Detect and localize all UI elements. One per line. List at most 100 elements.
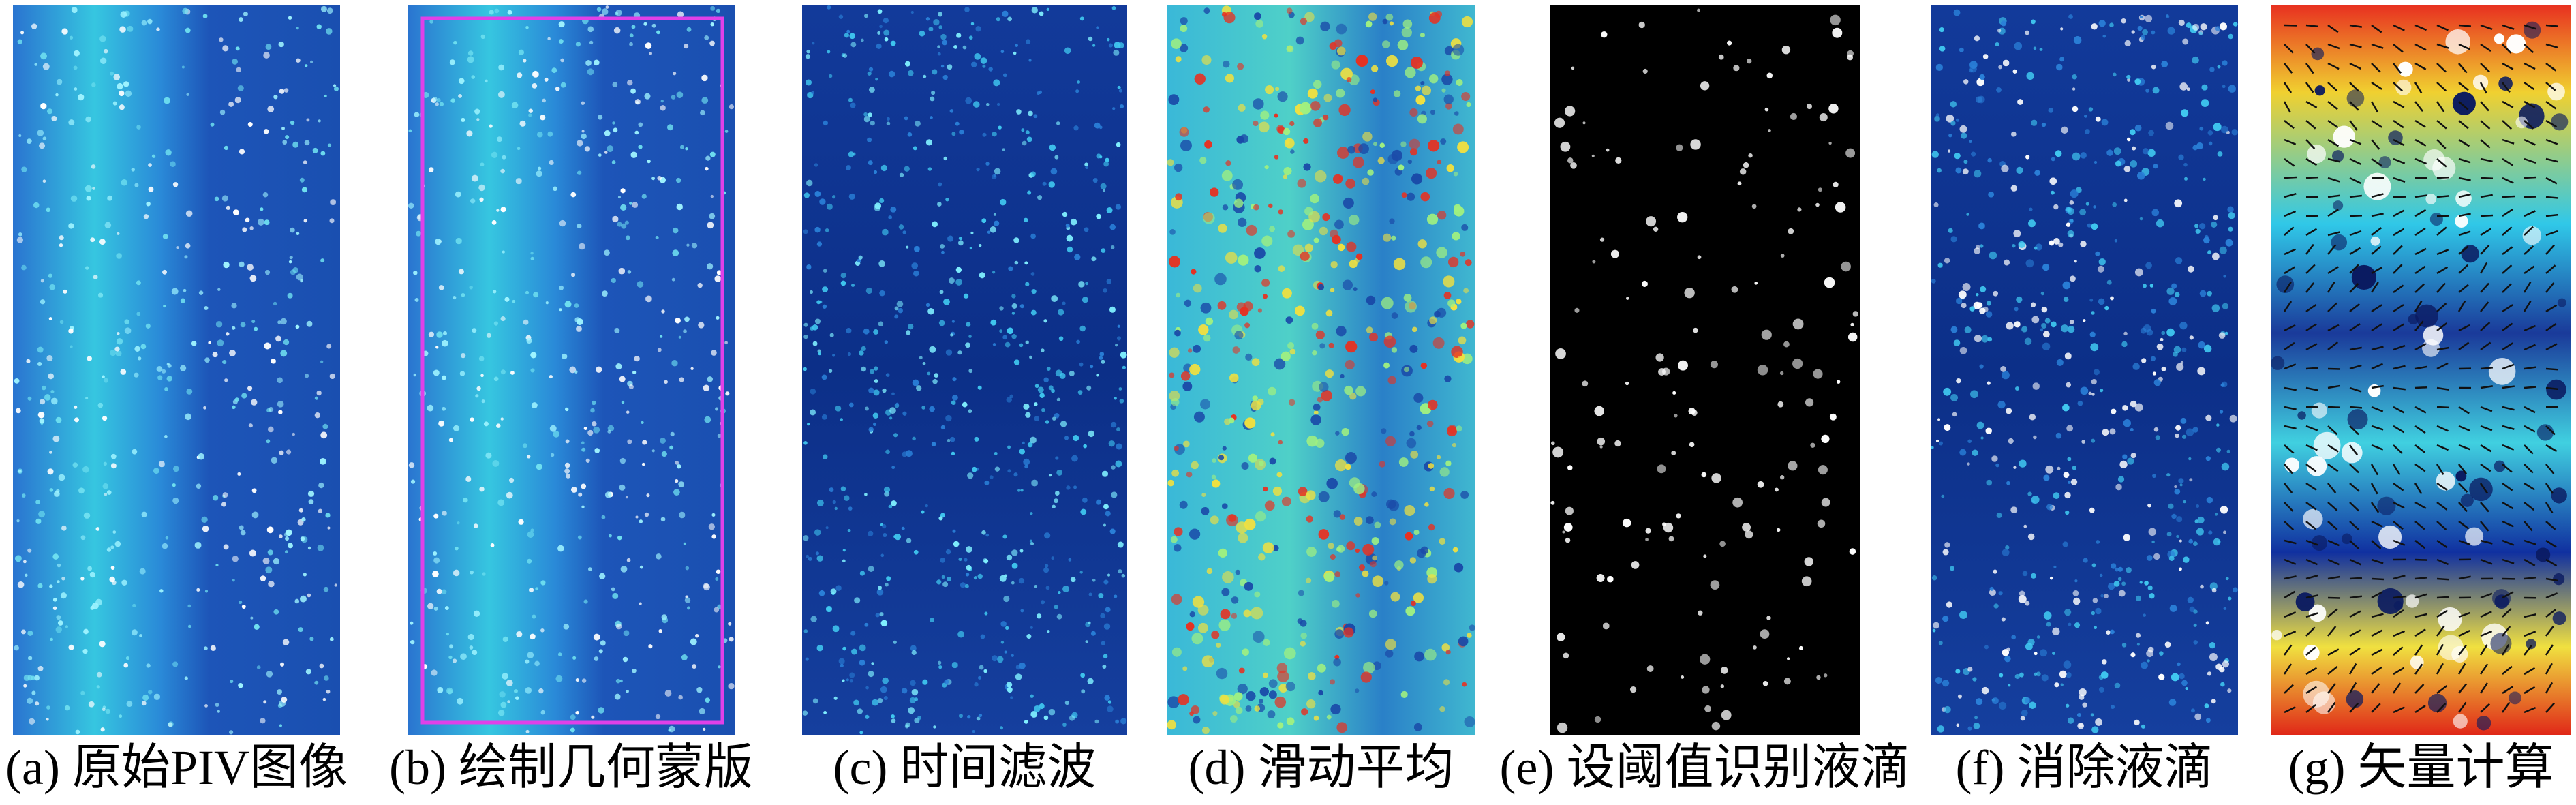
speckle (659, 335, 663, 338)
speckle (678, 481, 685, 487)
vector-arrow (2371, 666, 2382, 675)
speckle (992, 271, 996, 274)
speckle (427, 404, 434, 412)
speckle (2408, 314, 2419, 325)
vector-arrow (2524, 366, 2537, 370)
speckle (2186, 22, 2192, 29)
speckle (911, 262, 919, 269)
speckle (247, 121, 253, 127)
speckle (1324, 572, 1335, 583)
speckle (1336, 46, 1346, 56)
speckle (1044, 564, 1049, 568)
speckle (639, 565, 643, 569)
speckle (299, 595, 307, 603)
speckle (2130, 453, 2136, 459)
speckle (232, 556, 239, 562)
speckle (44, 394, 51, 401)
vector-arrow (2436, 249, 2449, 256)
speckle (494, 8, 500, 14)
speckle (37, 130, 44, 136)
speckle (1267, 710, 1276, 718)
speckle (581, 505, 585, 508)
vector-arrow (2458, 177, 2471, 181)
speckle (532, 83, 538, 89)
speckle (1658, 368, 1666, 376)
speckle (877, 697, 883, 703)
speckle (1275, 87, 1280, 91)
speckle (1103, 504, 1109, 510)
speckle (326, 689, 331, 694)
speckle (2115, 160, 2121, 167)
vector-arrow (2371, 81, 2382, 90)
speckle (981, 530, 986, 535)
speckle (1461, 16, 1473, 28)
speckle (637, 281, 644, 288)
speckle (2453, 714, 2468, 729)
speckle (2201, 84, 2208, 91)
speckle (90, 237, 95, 243)
speckle (102, 375, 105, 378)
speckle (2121, 581, 2126, 586)
speckle (57, 620, 63, 626)
speckle (279, 89, 285, 94)
speckle (320, 431, 328, 439)
speckle (187, 604, 191, 608)
speckle (2004, 655, 2011, 663)
speckle (1240, 307, 1249, 316)
speckle (2175, 257, 2183, 264)
speckle (408, 462, 415, 468)
speckle (455, 546, 459, 551)
speckle (617, 222, 622, 227)
speckle (2010, 506, 2018, 514)
speckle (172, 483, 176, 487)
speckle (1315, 438, 1325, 449)
speckle (224, 378, 228, 382)
speckle (242, 227, 247, 232)
speckle (645, 42, 652, 49)
speckle (1013, 359, 1020, 365)
speckle (1180, 17, 1188, 25)
speckle (940, 513, 945, 518)
speckle (2201, 99, 2209, 107)
speckle (498, 64, 504, 71)
speckle (33, 202, 40, 209)
speckle (2042, 263, 2050, 271)
speckle (1565, 506, 1574, 515)
speckle (527, 652, 534, 658)
speckle (529, 588, 534, 593)
speckle (958, 237, 963, 241)
speckle (2179, 673, 2185, 680)
speckle (2331, 150, 2344, 162)
speckle (876, 43, 882, 49)
speckle (938, 516, 943, 521)
speckle (1025, 39, 1031, 44)
speckle (577, 140, 583, 147)
speckle (1645, 528, 1651, 534)
speckle (2001, 617, 2006, 622)
speckle (936, 579, 942, 585)
speckle (2072, 74, 2077, 80)
speckle (1466, 320, 1475, 329)
speckle (1000, 726, 1004, 730)
speckle (1354, 258, 1360, 264)
speckle (876, 588, 884, 596)
speckle (581, 447, 586, 452)
vector-arrow (2414, 62, 2427, 70)
speckle (2498, 76, 2513, 91)
speckle (319, 457, 326, 465)
speckle (1400, 690, 1408, 698)
speckle (99, 35, 106, 42)
speckle (31, 23, 37, 29)
speckle (1107, 705, 1114, 712)
speckle (581, 483, 587, 489)
speckle (124, 319, 129, 324)
speckle (518, 519, 524, 525)
speckle (162, 543, 168, 549)
speckle (1954, 152, 1961, 160)
speckle (2130, 400, 2137, 408)
speckle (1315, 330, 1325, 339)
speckle (553, 186, 557, 192)
speckle (1319, 226, 1328, 236)
speckle (251, 320, 256, 324)
vector-arrow (2436, 643, 2444, 656)
